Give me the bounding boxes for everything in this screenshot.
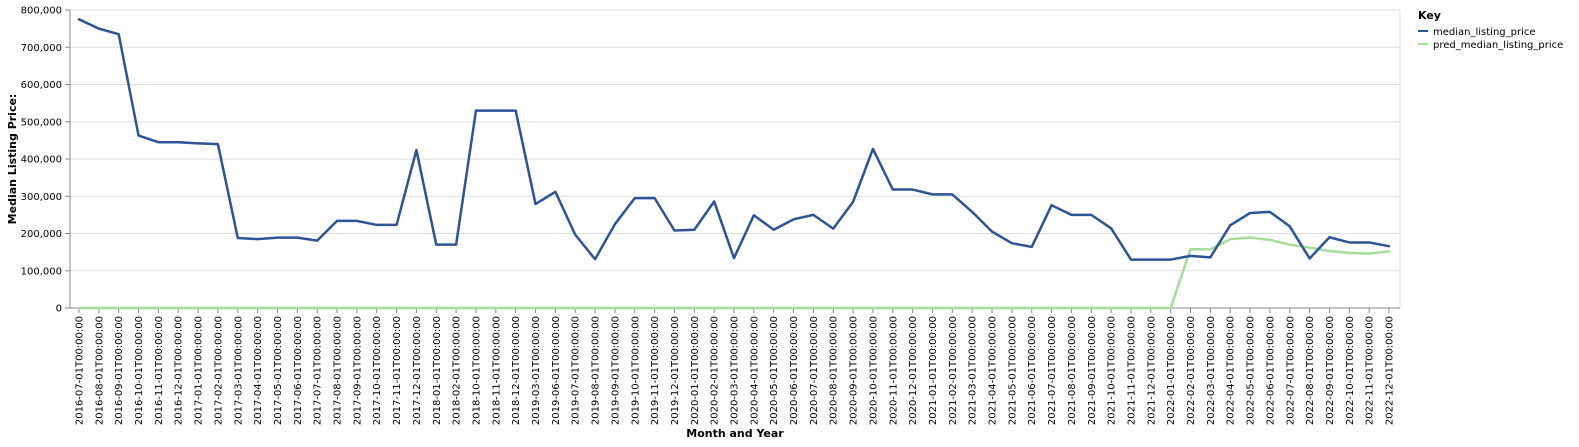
y-tick-label: 500,000 xyxy=(21,117,62,128)
x-tick-label: 2020-08-01T00:00:00 xyxy=(829,316,840,425)
x-tick-label: 2017-10-01T00:00:00 xyxy=(372,316,383,425)
x-tick-label: 2020-06-01T00:00:00 xyxy=(789,316,800,425)
legend: Key median_listing_price pred_median_listi… xyxy=(1418,9,1563,51)
x-tick-label: 2021-12-01T00:00:00 xyxy=(1146,316,1157,425)
x-tick-label: 2022-03-01T00:00:00 xyxy=(1206,316,1217,425)
x-tick-label: 2017-07-01T00:00:00 xyxy=(313,316,324,425)
x-tick-label: 2016-12-01T00:00:00 xyxy=(174,316,185,425)
axes xyxy=(65,9,1400,313)
x-tick-label: 2022-06-01T00:00:00 xyxy=(1265,316,1276,425)
x-tick-label: 2017-01-01T00:00:00 xyxy=(194,316,205,425)
y-tick-label: 0 xyxy=(56,304,62,315)
x-tick-label: 2019-12-01T00:00:00 xyxy=(670,316,681,425)
x-tick-label: 2020-09-01T00:00:00 xyxy=(849,316,860,425)
x-tick-label: 2020-10-01T00:00:00 xyxy=(868,316,879,425)
x-tick-label: 2021-07-01T00:00:00 xyxy=(1047,316,1058,425)
y-tick-label: 800,000 xyxy=(21,6,62,17)
x-tick-label: 2017-03-01T00:00:00 xyxy=(233,316,244,425)
legend-label: pred_median_listing_price xyxy=(1433,40,1563,51)
x-tick-label: 2020-11-01T00:00:00 xyxy=(888,316,899,425)
x-tick-label: 2020-01-01T00:00:00 xyxy=(690,316,701,425)
legend-title: Key xyxy=(1418,9,1441,22)
x-tick-label: 2020-07-01T00:00:00 xyxy=(809,316,820,425)
x-tick-label: 2021-09-01T00:00:00 xyxy=(1087,316,1098,425)
y-tick-label: 600,000 xyxy=(21,80,62,91)
x-tick-label: 2017-04-01T00:00:00 xyxy=(253,316,264,425)
y-tick-label: 300,000 xyxy=(21,192,62,203)
x-tick-label: 2022-10-01T00:00:00 xyxy=(1345,316,1356,425)
x-tick-label: 2017-05-01T00:00:00 xyxy=(273,316,284,425)
x-tick-label: 2016-08-01T00:00:00 xyxy=(94,316,105,425)
x-axis-title: Month and Year xyxy=(686,427,784,440)
y-axis-title: Median Listing Price: xyxy=(6,94,19,225)
x-tick-label: 2020-02-01T00:00:00 xyxy=(710,316,721,425)
x-tick-label: 2016-10-01T00:00:00 xyxy=(134,316,145,425)
x-tick-label: 2022-04-01T00:00:00 xyxy=(1226,316,1237,425)
x-tick-label: 2021-03-01T00:00:00 xyxy=(968,316,979,425)
x-tick-label: 2021-01-01T00:00:00 xyxy=(928,316,939,425)
x-tick-label: 2019-11-01T00:00:00 xyxy=(650,316,661,425)
x-tick-label: 2018-10-01T00:00:00 xyxy=(471,316,482,425)
x-tick-label: 2022-01-01T00:00:00 xyxy=(1166,316,1177,425)
x-tick-label: 2016-11-01T00:00:00 xyxy=(154,316,165,425)
x-tick-label: 2022-12-01T00:00:00 xyxy=(1385,316,1396,425)
x-tick-label: 2022-02-01T00:00:00 xyxy=(1186,316,1197,425)
x-tick-label: 2022-07-01T00:00:00 xyxy=(1285,316,1296,425)
x-tick-label: 2021-05-01T00:00:00 xyxy=(1007,316,1018,425)
x-tick-label: 2021-06-01T00:00:00 xyxy=(1027,316,1038,425)
legend-label: median_listing_price xyxy=(1433,27,1536,38)
x-tick-label: 2018-01-01T00:00:00 xyxy=(432,316,443,425)
x-tick-label: 2017-12-01T00:00:00 xyxy=(412,316,423,425)
x-tick-label: 2020-03-01T00:00:00 xyxy=(730,316,741,425)
x-tick-label: 2017-02-01T00:00:00 xyxy=(213,316,224,425)
gridlines xyxy=(70,9,1401,309)
axis-labels: 0 100,000 200,000 300,000 400,000 500,000 600,… xyxy=(6,6,1396,441)
x-tick-label: 2020-12-01T00:00:00 xyxy=(908,316,919,425)
x-tick-label: 2017-06-01T00:00:00 xyxy=(293,316,304,425)
x-tick-label: 2019-08-01T00:00:00 xyxy=(591,316,602,425)
x-tick-label: 2017-08-01T00:00:00 xyxy=(333,316,344,425)
x-tick-label: 2019-10-01T00:00:00 xyxy=(630,316,641,425)
x-tick-label: 2021-04-01T00:00:00 xyxy=(988,316,999,425)
x-tick-label: 2020-04-01T00:00:00 xyxy=(749,316,760,425)
series-lines xyxy=(77,18,1391,310)
series-line-pred-median-listing-price xyxy=(77,236,1391,310)
x-tick-label: 2021-02-01T00:00:00 xyxy=(948,316,959,425)
x-tick-label: 2020-05-01T00:00:00 xyxy=(769,316,780,425)
x-tick-label: 2022-05-01T00:00:00 xyxy=(1246,316,1257,425)
x-tick-label: 2016-07-01T00:00:00 xyxy=(75,316,86,425)
y-tick-label: 200,000 xyxy=(21,229,62,240)
x-tick-label: 2017-09-01T00:00:00 xyxy=(352,316,363,425)
x-tick-label: 2019-03-01T00:00:00 xyxy=(531,316,542,425)
y-tick-label: 700,000 xyxy=(21,43,62,54)
x-tick-label: 2018-11-01T00:00:00 xyxy=(491,316,502,425)
series-line-median-listing-price xyxy=(77,18,1391,261)
x-tick-label: 2016-09-01T00:00:00 xyxy=(114,316,125,425)
x-tick-label: 2021-08-01T00:00:00 xyxy=(1067,316,1078,425)
x-tick-label: 2019-06-01T00:00:00 xyxy=(551,316,562,425)
x-tick-label: 2019-07-01T00:00:00 xyxy=(571,316,582,425)
x-tick-label: 2019-09-01T00:00:00 xyxy=(610,316,621,425)
x-tick-label: 2018-12-01T00:00:00 xyxy=(511,316,522,425)
x-tick-label: 2021-11-01T00:00:00 xyxy=(1126,316,1137,425)
x-tick-label: 2022-08-01T00:00:00 xyxy=(1305,316,1316,425)
x-tick-label: 2017-11-01T00:00:00 xyxy=(392,316,403,425)
x-tick-label: 2022-11-01T00:00:00 xyxy=(1365,316,1376,425)
x-tick-label: 2018-02-01T00:00:00 xyxy=(452,316,463,425)
x-tick-label: 2022-09-01T00:00:00 xyxy=(1325,316,1336,425)
y-tick-label: 400,000 xyxy=(21,155,62,166)
x-tick-label: 2021-10-01T00:00:00 xyxy=(1107,316,1118,425)
y-tick-label: 100,000 xyxy=(21,266,62,277)
